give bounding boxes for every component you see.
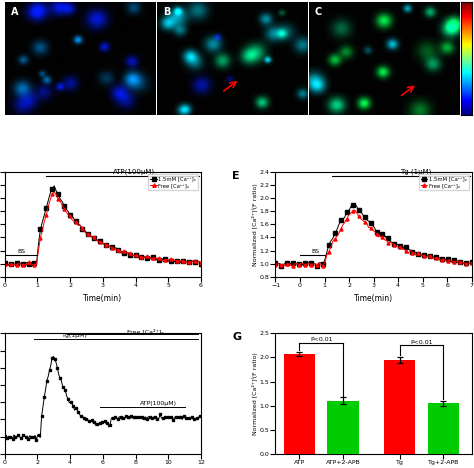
X-axis label: Time(min): Time(min)	[354, 293, 393, 303]
Legend: 1.5mM [Ca²⁺]ₒ, Free [Ca²⁺]ₒ: 1.5mM [Ca²⁺]ₒ, Free [Ca²⁺]ₒ	[419, 175, 469, 190]
Text: Tg (1μM): Tg (1μM)	[401, 168, 432, 175]
Text: P<0.01: P<0.01	[310, 337, 332, 343]
Text: B: B	[163, 7, 170, 17]
Text: BS: BS	[311, 249, 319, 254]
Bar	[328, 401, 359, 454]
Text: P<0.01: P<0.01	[410, 340, 433, 345]
Y-axis label: Normalized [Ca²⁺]ᴵ(F ratio): Normalized [Ca²⁺]ᴵ(F ratio)	[252, 352, 258, 435]
Text: E: E	[232, 171, 240, 181]
Text: C: C	[315, 7, 322, 17]
Text: Tg(1μM): Tg(1μM)	[62, 333, 88, 338]
Bar	[284, 354, 315, 454]
Text: BS: BS	[17, 249, 25, 254]
Bar	[428, 403, 459, 454]
Legend: 1.5mM [Ca²⁺]ₒ, Free [Ca²⁺]ₒ: 1.5mM [Ca²⁺]ₒ, Free [Ca²⁺]ₒ	[148, 175, 198, 190]
Text: ATP(100μM): ATP(100μM)	[140, 401, 177, 406]
Y-axis label: Normalized [Ca²⁺]ᴵ(F ratio): Normalized [Ca²⁺]ᴵ(F ratio)	[252, 183, 258, 266]
Text: Free [Ca²⁺]ₑ: Free [Ca²⁺]ₑ	[128, 328, 164, 334]
Text: G: G	[232, 332, 241, 342]
X-axis label: Time(min): Time(min)	[83, 293, 122, 303]
Text: ATP(100μM): ATP(100μM)	[113, 168, 155, 175]
Text: A: A	[11, 7, 18, 17]
Bar	[384, 360, 415, 454]
